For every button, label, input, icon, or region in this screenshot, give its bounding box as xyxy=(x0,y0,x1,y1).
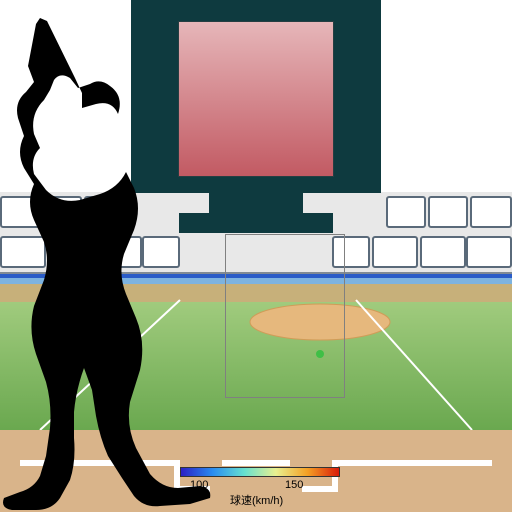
seat-block xyxy=(372,236,418,268)
seat-block xyxy=(420,236,466,268)
seat-block xyxy=(470,196,512,228)
batter-silhouette xyxy=(0,18,220,512)
scoreboard-pillar xyxy=(209,193,303,213)
plate-line xyxy=(222,460,290,466)
seat-block xyxy=(466,236,512,268)
seat-block xyxy=(386,196,426,228)
colorbar-tick-label: 150 xyxy=(285,479,303,491)
seat-block xyxy=(428,196,468,228)
plate-line xyxy=(332,460,492,466)
strike-zone xyxy=(225,234,345,398)
colorbar-axis-label: 球速(km/h) xyxy=(230,492,283,508)
pitch-point xyxy=(316,350,324,358)
